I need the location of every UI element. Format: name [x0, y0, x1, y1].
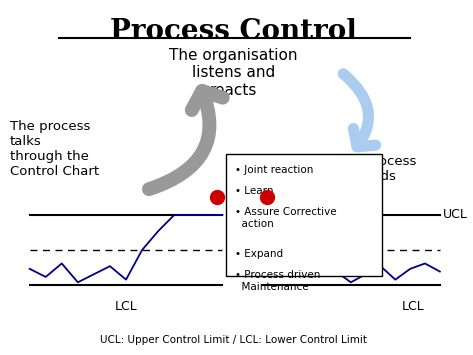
Text: • Learn: • Learn: [235, 186, 274, 196]
Text: LCL: LCL: [114, 300, 137, 313]
Text: LCL: LCL: [402, 300, 424, 313]
Text: The organisation
listens and
reacts: The organisation listens and reacts: [169, 48, 298, 98]
Text: • Assure Corrective
  action: • Assure Corrective action: [235, 207, 337, 229]
Text: UCL: UCL: [225, 208, 250, 222]
Text: UCL: Upper Control Limit / LCL: Lower Control Limit: UCL: Upper Control Limit / LCL: Lower Co…: [100, 335, 367, 345]
FancyArrowPatch shape: [149, 91, 223, 189]
FancyBboxPatch shape: [227, 154, 382, 276]
Text: • Joint reaction: • Joint reaction: [235, 165, 314, 175]
Text: • Process driven
  Maintenance: • Process driven Maintenance: [235, 270, 321, 291]
Text: UCL: UCL: [443, 208, 468, 222]
Text: Process Control: Process Control: [110, 18, 357, 45]
FancyArrowPatch shape: [343, 74, 376, 147]
Text: • Expand: • Expand: [235, 249, 283, 259]
Text: The process
responds: The process responds: [336, 155, 416, 183]
Text: The process
talks
through the
Control Chart: The process talks through the Control Ch…: [10, 120, 99, 178]
